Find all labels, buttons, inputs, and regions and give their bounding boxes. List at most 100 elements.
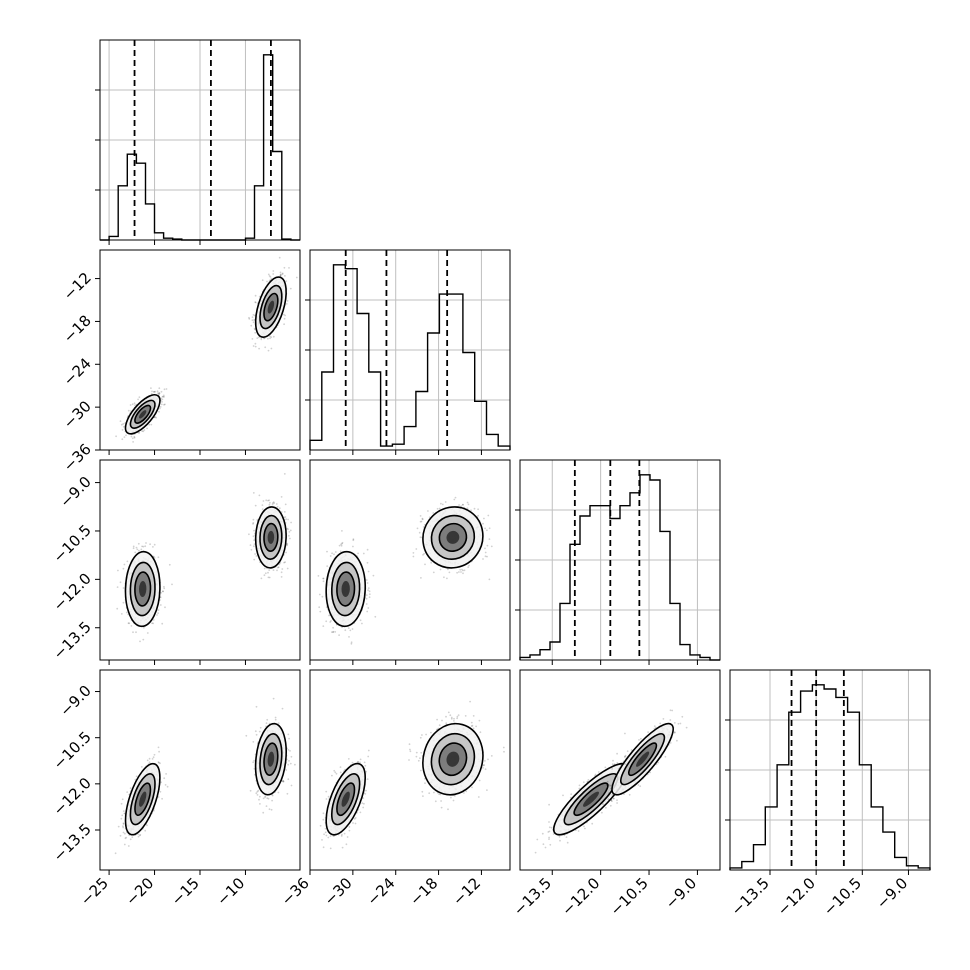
sample-point: [148, 423, 151, 426]
sample-point: [280, 496, 283, 498]
sample-point: [254, 342, 257, 345]
sample-point: [278, 507, 281, 510]
sample-point: [368, 590, 371, 593]
sample-point: [164, 403, 166, 406]
sample-point: [133, 435, 136, 438]
sample-point: [341, 530, 343, 532]
sample-point: [129, 787, 132, 789]
sample-point: [267, 349, 270, 352]
sample-point: [125, 434, 127, 437]
sample-point: [366, 610, 369, 613]
sample-point: [257, 789, 260, 792]
sample-point: [116, 586, 119, 588]
sample-point: [125, 611, 128, 614]
sample-point: [120, 802, 123, 805]
sample-point: [258, 730, 261, 733]
sample-point: [135, 631, 137, 634]
sample-point: [322, 577, 324, 580]
sample-point: [321, 595, 324, 598]
sample-point: [131, 836, 134, 839]
sample-point: [153, 391, 155, 393]
sample-point: [137, 542, 140, 545]
sample-point: [252, 522, 255, 524]
sample-point: [251, 316, 254, 319]
sample-point: [130, 435, 133, 438]
sample-point: [162, 395, 164, 398]
sample-point: [140, 548, 143, 551]
sample-point: [329, 621, 332, 623]
sample-point: [271, 503, 274, 506]
sample-point: [289, 762, 292, 765]
sample-point: [270, 808, 273, 811]
sample-point: [158, 410, 160, 413]
sample-point: [268, 569, 271, 571]
sample-point: [289, 287, 292, 290]
sample-point: [121, 814, 124, 817]
sample-point: [272, 569, 275, 571]
sample-point: [253, 558, 256, 561]
sample-point: [286, 567, 289, 570]
sample-point: [249, 544, 252, 546]
sample-point: [127, 622, 130, 625]
sample-point: [135, 775, 138, 778]
sample-point: [258, 798, 260, 801]
sample-point: [158, 750, 160, 753]
sample-point: [334, 631, 337, 633]
sample-point: [278, 256, 281, 259]
sample-point: [253, 759, 256, 762]
sample-point: [272, 501, 275, 503]
panel-1-2: [309, 459, 511, 665]
sample-point: [250, 324, 253, 327]
sample-point: [329, 555, 332, 557]
sample-point: [152, 756, 155, 759]
y-tick-label: −13.5: [50, 820, 95, 865]
sample-point: [289, 529, 292, 532]
sample-point: [287, 733, 290, 736]
panel-0-3: −25 −20 −15 −10−13.5−12.0−10.5−9.0: [50, 669, 301, 909]
sample-point: [252, 741, 255, 743]
sample-point: [264, 796, 266, 799]
sample-point: [254, 294, 257, 297]
sample-point: [259, 803, 261, 805]
sample-point: [158, 392, 161, 394]
sample-point: [279, 274, 282, 277]
sample-point: [269, 337, 271, 340]
sample-point: [144, 545, 147, 548]
sample-point: [165, 388, 168, 390]
sample-point: [279, 271, 282, 274]
sample-point: [252, 545, 255, 548]
sample-point: [366, 561, 369, 564]
sample-point: [157, 392, 159, 394]
sample-point: [162, 590, 164, 593]
sample-point: [272, 697, 275, 700]
y-tick-label: −10.5: [50, 728, 95, 773]
sample-point: [283, 317, 286, 320]
sample-point: [362, 552, 365, 555]
sample-point: [295, 276, 298, 279]
sample-point: [285, 303, 288, 305]
sample-point: [267, 571, 269, 574]
sample-point: [256, 337, 259, 339]
sample-point: [266, 280, 268, 283]
sample-point: [122, 822, 125, 825]
sample-point: [272, 273, 275, 275]
sample-point: [281, 568, 284, 570]
panel-0-2: −13.5−12.0−10.5−9.0: [50, 459, 301, 665]
sample-point: [164, 784, 167, 786]
sample-point: [281, 707, 284, 710]
sample-point: [148, 761, 151, 764]
sample-point: [166, 785, 169, 788]
sample-point: [132, 545, 135, 548]
sample-point: [366, 548, 369, 551]
sample-point: [151, 758, 154, 760]
sample-point: [318, 593, 321, 596]
sample-point: [146, 632, 149, 634]
sample-point: [248, 318, 251, 320]
sample-point: [132, 441, 134, 443]
sample-point: [158, 387, 161, 390]
sample-point: [131, 403, 134, 406]
sample-point: [122, 567, 125, 570]
sample-point: [125, 836, 128, 839]
sample-point: [284, 503, 287, 506]
sample-point: [284, 314, 286, 317]
